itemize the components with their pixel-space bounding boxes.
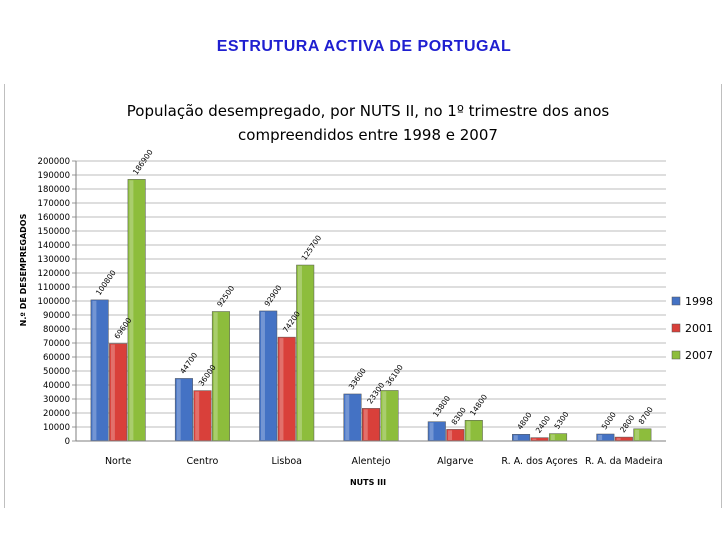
- data-label: 100800: [94, 268, 118, 297]
- y-tick-label: 190000: [38, 171, 70, 181]
- bar-highlight: [513, 435, 518, 440]
- legend-swatch-2001: [671, 323, 681, 333]
- data-label: 92500: [215, 284, 236, 309]
- bar-highlight: [297, 266, 302, 440]
- y-tick-label: 70000: [43, 339, 70, 349]
- category-label: Norte: [105, 456, 132, 467]
- legend-label-2001: 2001: [685, 322, 713, 335]
- bar-highlight: [382, 391, 387, 440]
- bar-highlight: [466, 421, 471, 440]
- bar-highlight: [110, 344, 115, 440]
- category-labels: Norte Centro Lisboa Alentejo Algarve R. A. do…: [105, 456, 663, 467]
- data-label: 186900: [131, 148, 155, 177]
- y-tick-label: 90000: [43, 311, 70, 321]
- y-tick-label: 10000: [43, 423, 70, 433]
- y-tick-label: 0: [65, 437, 70, 447]
- x-axis-label: NUTS III: [350, 478, 386, 487]
- category-label: Centro: [187, 456, 219, 467]
- data-label: 14800: [468, 393, 489, 418]
- y-tick-label: 170000: [38, 199, 70, 209]
- bar-highlight: [429, 422, 434, 440]
- legend: 1998 2001 2007: [671, 295, 713, 362]
- bar-highlight: [616, 438, 621, 440]
- bar-highlight: [598, 435, 603, 440]
- data-label: 2400: [534, 414, 552, 435]
- legend-swatch-2007: [671, 350, 681, 360]
- category-label: R. A. da Madeira: [585, 456, 663, 467]
- bar-highlight: [279, 338, 284, 440]
- category-label: R. A. dos Açores: [501, 456, 577, 467]
- y-tick-label: 30000: [43, 395, 70, 405]
- data-label: 8700: [637, 405, 655, 426]
- bar-highlight: [550, 434, 555, 440]
- y-tick-label: 150000: [38, 227, 70, 237]
- y-tick-label: 130000: [38, 255, 70, 265]
- bar-highlight: [635, 429, 640, 440]
- y-tick-label: 180000: [38, 185, 70, 195]
- bar-highlight: [363, 409, 368, 440]
- data-label: 44700: [178, 351, 199, 376]
- gridlines: [76, 160, 666, 428]
- category-label: Alentejo: [351, 456, 390, 467]
- y-axis-ticks: 0 10000 20000 30000 40000 50000 60000 70000 8000…: [38, 157, 76, 447]
- y-tick-label: 80000: [43, 325, 70, 335]
- y-tick-label: 110000: [38, 283, 70, 293]
- data-label: 33600: [347, 366, 368, 391]
- data-label: 13800: [431, 394, 452, 419]
- bar-highlight: [195, 391, 200, 440]
- y-tick-label: 100000: [38, 297, 70, 307]
- legend-label-2007: 2007: [685, 349, 713, 362]
- bar-highlight: [213, 312, 218, 440]
- bars: [90, 179, 652, 442]
- chart-title-line1: População desempregado, por NUTS II, no …: [127, 102, 610, 120]
- category-label: Lisboa: [271, 456, 302, 467]
- legend-swatch-1998: [671, 296, 681, 306]
- y-tick-label: 20000: [43, 409, 70, 419]
- data-label: 36100: [384, 363, 405, 388]
- data-label: 4800: [515, 410, 533, 431]
- bar-highlight: [260, 311, 265, 440]
- y-tick-label: 140000: [38, 241, 70, 251]
- y-tick-label: 120000: [38, 269, 70, 279]
- category-label: Algarve: [437, 456, 474, 467]
- bar-highlight: [92, 300, 97, 440]
- bar-highlight: [345, 394, 350, 440]
- y-tick-label: 200000: [38, 157, 70, 167]
- y-axis-label: N.º DE DESEMPREGADOS: [19, 213, 28, 326]
- chart-frame: [4, 84, 722, 508]
- bar-highlight: [129, 180, 134, 440]
- chart-title-line2: compreendidos entre 1998 e 2007: [238, 126, 498, 144]
- bar-highlight: [176, 379, 181, 440]
- y-tick-label: 40000: [43, 381, 70, 391]
- bar-highlight: [532, 438, 537, 440]
- y-tick-label: 60000: [43, 353, 70, 363]
- y-tick-label: 160000: [38, 213, 70, 223]
- y-tick-label: 50000: [43, 367, 70, 377]
- slide-title: ESTRUTURA ACTIVA DE PORTUGAL: [216, 38, 512, 55]
- data-label: 125700: [299, 233, 323, 262]
- bar-highlight: [448, 430, 453, 440]
- legend-label-1998: 1998: [685, 295, 713, 308]
